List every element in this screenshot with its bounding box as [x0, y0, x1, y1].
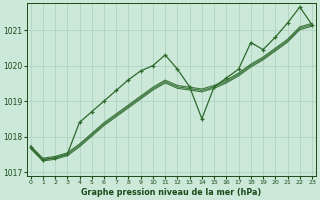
X-axis label: Graphe pression niveau de la mer (hPa): Graphe pression niveau de la mer (hPa) [81, 188, 261, 197]
